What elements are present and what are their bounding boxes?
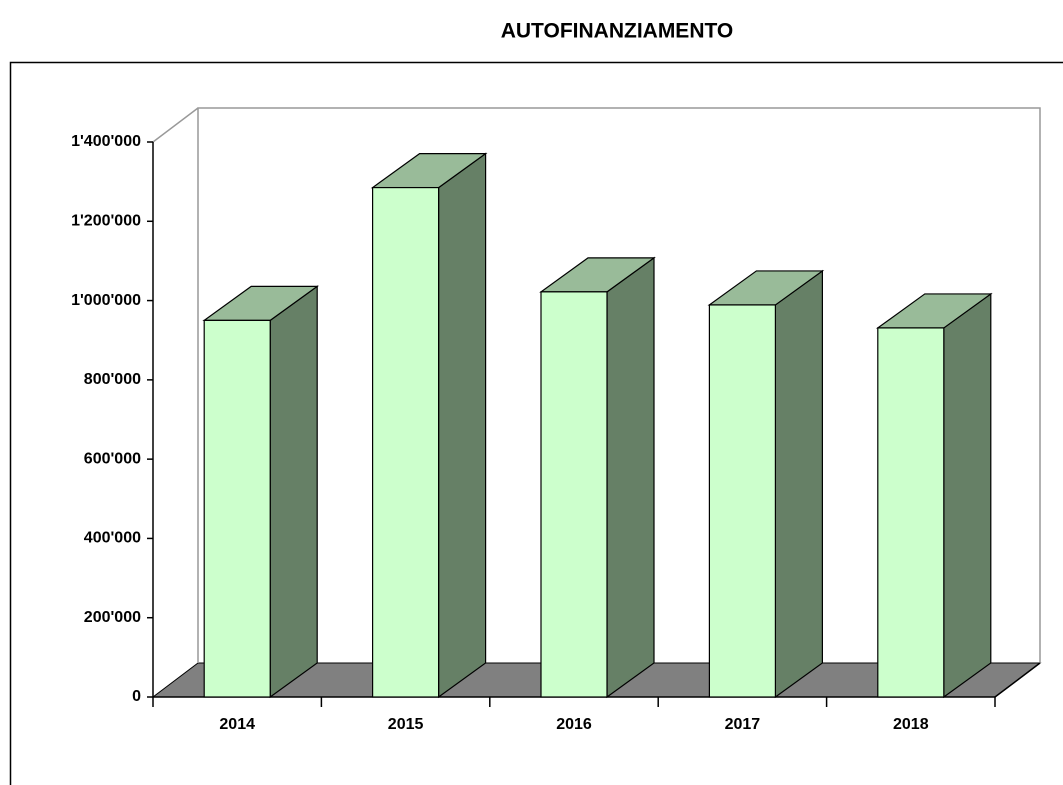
frame bbox=[9, 61, 1063, 785]
bar-side bbox=[438, 152, 487, 699]
y-tick-label: 200'000 bbox=[84, 609, 141, 626]
bar-side bbox=[606, 256, 655, 699]
y-tick-label: 0 bbox=[132, 688, 141, 705]
bar bbox=[540, 291, 608, 698]
bar bbox=[203, 319, 271, 698]
y-tick-label: 1'000'000 bbox=[71, 292, 141, 309]
y-tick-label: 1'200'000 bbox=[71, 213, 141, 230]
bar bbox=[708, 304, 777, 698]
chart-title: AUTOFINANZIAMENTO bbox=[501, 20, 734, 43]
bar-side bbox=[943, 292, 992, 699]
bar bbox=[372, 186, 440, 698]
y-tick-label: 1'400'000 bbox=[71, 133, 141, 150]
bar-side bbox=[269, 285, 318, 699]
x-tick-label: 2018 bbox=[893, 716, 929, 733]
y-tick-label: 600'000 bbox=[84, 450, 141, 467]
x-tick-label: 2016 bbox=[556, 716, 592, 733]
x-tick-label: 2014 bbox=[219, 716, 255, 733]
x-tick-label: 2017 bbox=[725, 716, 761, 733]
y-tick-label: 800'000 bbox=[84, 371, 141, 388]
bar-side bbox=[774, 269, 824, 699]
back-wall bbox=[152, 107, 1041, 663]
x-axis-depth bbox=[994, 662, 1041, 698]
bar bbox=[877, 327, 945, 698]
x-tick-label: 2015 bbox=[388, 716, 424, 733]
y-tick-label: 400'000 bbox=[84, 530, 141, 547]
